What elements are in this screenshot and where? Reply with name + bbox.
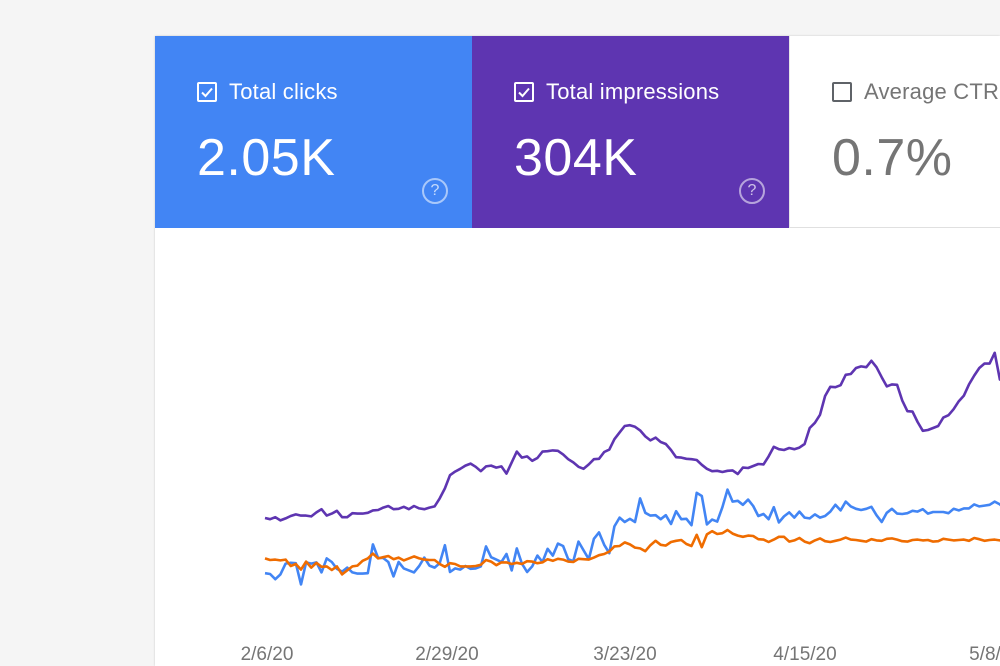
- average-ctr-checkbox[interactable]: [832, 82, 852, 102]
- performance-chart: 2/6/20 2/29/20 3/23/20 4/15/20 5/8/: [155, 228, 1000, 666]
- series-line-2: [264, 528, 1000, 576]
- total-impressions-card[interactable]: Total impressions 304K ?: [472, 36, 789, 228]
- total-clicks-value: 2.05K: [197, 129, 336, 187]
- performance-panel: Total clicks 2.05K ? Total impressions 3…: [155, 36, 1000, 666]
- total-impressions-checkbox[interactable]: [514, 82, 534, 102]
- average-ctr-header: Average CTR: [832, 79, 999, 105]
- total-impressions-header: Total impressions: [514, 79, 719, 105]
- x-tick-label: 3/23/20: [593, 644, 656, 665]
- series-line-0: [264, 351, 1000, 522]
- total-impressions-label: Total impressions: [546, 79, 720, 104]
- chart-canvas: 2/6/20 2/29/20 3/23/20 4/15/20 5/8/: [241, 351, 1000, 665]
- x-tick-label: 4/15/20: [773, 644, 836, 665]
- checkmark-icon: [201, 87, 213, 98]
- metric-cards: Total clicks 2.05K ? Total impressions 3…: [155, 36, 1000, 228]
- average-ctr-label: Average CTR: [864, 79, 1000, 104]
- average-ctr-value: 0.7%: [832, 129, 953, 187]
- total-clicks-card[interactable]: Total clicks 2.05K ?: [155, 36, 472, 228]
- total-impressions-value: 304K: [514, 129, 638, 187]
- x-tick-label: 2/29/20: [415, 644, 478, 665]
- average-ctr-card[interactable]: Average CTR 0.7%: [789, 36, 1000, 228]
- total-clicks-label: Total clicks: [229, 79, 338, 104]
- help-circle-icon[interactable]: ?: [422, 178, 448, 204]
- total-clicks-checkbox[interactable]: [197, 82, 217, 102]
- x-tick-label: 5/8/: [969, 644, 1000, 665]
- help-circle-icon[interactable]: ?: [739, 178, 765, 204]
- x-tick-label: 2/6/20: [241, 644, 294, 665]
- series-line-1: [264, 488, 1000, 586]
- total-clicks-header: Total clicks: [197, 79, 338, 105]
- checkmark-icon: [518, 87, 530, 98]
